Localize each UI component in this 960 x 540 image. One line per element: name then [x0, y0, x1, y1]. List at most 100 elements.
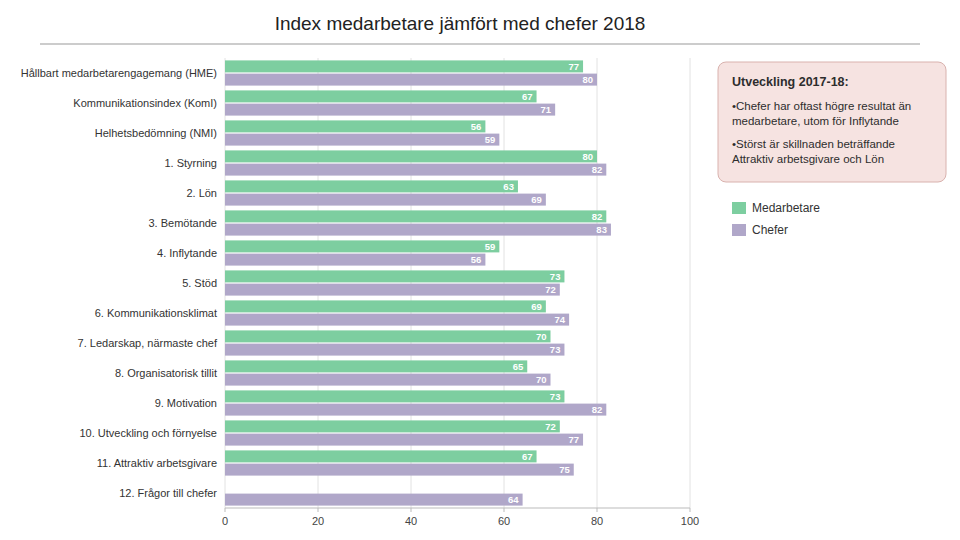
category-label: Kommunikationsindex (KomI): [73, 97, 217, 109]
bar: [225, 374, 551, 386]
info-box-background: [718, 62, 946, 182]
legend-label: Medarbetare: [752, 201, 820, 215]
tick-label: 100: [681, 515, 699, 527]
tick-label: 20: [312, 515, 324, 527]
info-box-bullet: •Chefer har oftast högre resultat änmeda…: [732, 100, 911, 127]
data-label: 59: [485, 241, 496, 252]
bar: [225, 390, 564, 402]
bar: [225, 104, 555, 116]
category-label: 10. Utveckling och förnyelse: [79, 427, 217, 439]
x-axis-line: [225, 508, 690, 509]
data-label: 82: [592, 211, 603, 222]
legend-swatch: [732, 224, 746, 236]
data-label: 70: [536, 331, 547, 342]
legend-swatch: [732, 202, 746, 214]
bar: [225, 90, 537, 102]
data-label: 69: [531, 301, 542, 312]
category-label: Helhetsbedömning (NMI): [95, 127, 217, 139]
data-label: 65: [513, 361, 524, 372]
tick-label: 80: [591, 515, 603, 527]
bar: [225, 240, 499, 252]
info-box-bullet: •Störst är skillnaden beträffandeAttrakt…: [732, 138, 895, 165]
data-label: 73: [550, 391, 561, 402]
data-label: 56: [471, 121, 482, 132]
data-label: 83: [596, 224, 607, 235]
tick-label: 0: [222, 515, 228, 527]
bar: [225, 134, 499, 146]
data-label: 69: [531, 194, 542, 205]
bar: [225, 314, 569, 326]
category-label: 1. Styrning: [164, 157, 217, 169]
tick-mark: [225, 508, 226, 512]
bar: [225, 224, 611, 236]
category-label: 6. Kommunikationsklimat: [95, 307, 217, 319]
data-label: 59: [485, 134, 496, 145]
title: Index medarbetare jämfört med chefer 201…: [275, 13, 646, 34]
grid-line: [597, 58, 598, 508]
data-label: 72: [545, 284, 556, 295]
data-label: 67: [522, 91, 533, 102]
bar: [225, 284, 560, 296]
category-label: 5. Stöd: [182, 277, 217, 289]
bar: [225, 420, 560, 432]
category-label: 3. Bemötande: [149, 217, 218, 229]
bar: [225, 254, 485, 266]
category-label: 8. Organisatorisk tillit: [115, 367, 217, 379]
data-labels: 77 67 56 80 63 82 59 73 69 70 65 73 72 67 80 71 59 82 69 83…: [471, 61, 607, 505]
bar: [225, 480, 226, 492]
category-label: 7. Ledarskap, närmaste chef: [78, 337, 218, 349]
data-label: 63: [503, 181, 514, 192]
data-label: 56: [471, 254, 482, 265]
category-label: 4. Inflytande: [157, 247, 217, 259]
bar: [225, 180, 518, 192]
grid: [225, 58, 690, 512]
bar: [225, 344, 564, 356]
bar: [225, 150, 597, 162]
data-label: 75: [559, 464, 570, 475]
data-label: 77: [568, 434, 579, 445]
legend: Medarbetare Chefer: [732, 201, 820, 237]
data-label: 67: [522, 451, 533, 462]
bar: [225, 60, 583, 72]
data-label: 71: [541, 104, 552, 115]
data-label: 73: [550, 271, 561, 282]
tick-mark: [504, 508, 505, 512]
legend-label: Chefer: [752, 223, 788, 237]
bar: [225, 494, 523, 506]
title-rule: [40, 44, 920, 45]
tick-mark: [597, 508, 598, 512]
bar: [225, 330, 551, 342]
category-label: 11. Attraktiv arbetsgivare: [97, 457, 217, 469]
data-label: 80: [582, 151, 593, 162]
data-label: 77: [568, 61, 579, 72]
data-label: 72: [545, 421, 556, 432]
bar: [225, 270, 564, 282]
info-box: Utveckling 2017-18: •Chefer har oftast hö…: [718, 62, 946, 182]
info-box-title: Utveckling 2017-18:: [732, 75, 849, 89]
tick-mark: [690, 508, 691, 512]
bar: [225, 120, 485, 132]
data-label: 82: [592, 404, 603, 415]
grid-line: [690, 58, 691, 508]
bars: [225, 60, 611, 505]
bar: [225, 450, 537, 462]
category-label: Hållbart medarbetarengagemang (HME): [21, 67, 217, 79]
category-label: 2. Lön: [186, 187, 217, 199]
bar: [225, 360, 527, 372]
bar: [225, 164, 606, 176]
bar: [225, 404, 606, 416]
data-label: 73: [550, 344, 561, 355]
data-label: 82: [592, 164, 603, 175]
category-label: 12. Frågor till chefer: [119, 487, 217, 499]
chart: Index medarbetare jämfört med chefer 201…: [0, 0, 960, 540]
data-label: 64: [508, 494, 519, 505]
tick-mark: [411, 508, 412, 512]
category-label: 9. Motivation: [155, 397, 217, 409]
tick-label: 60: [498, 515, 510, 527]
bar: [225, 210, 606, 222]
data-label: 74: [555, 314, 566, 325]
bar: [225, 74, 597, 86]
bar: [225, 434, 583, 446]
bar: [225, 300, 546, 312]
data-label: 80: [582, 74, 593, 85]
